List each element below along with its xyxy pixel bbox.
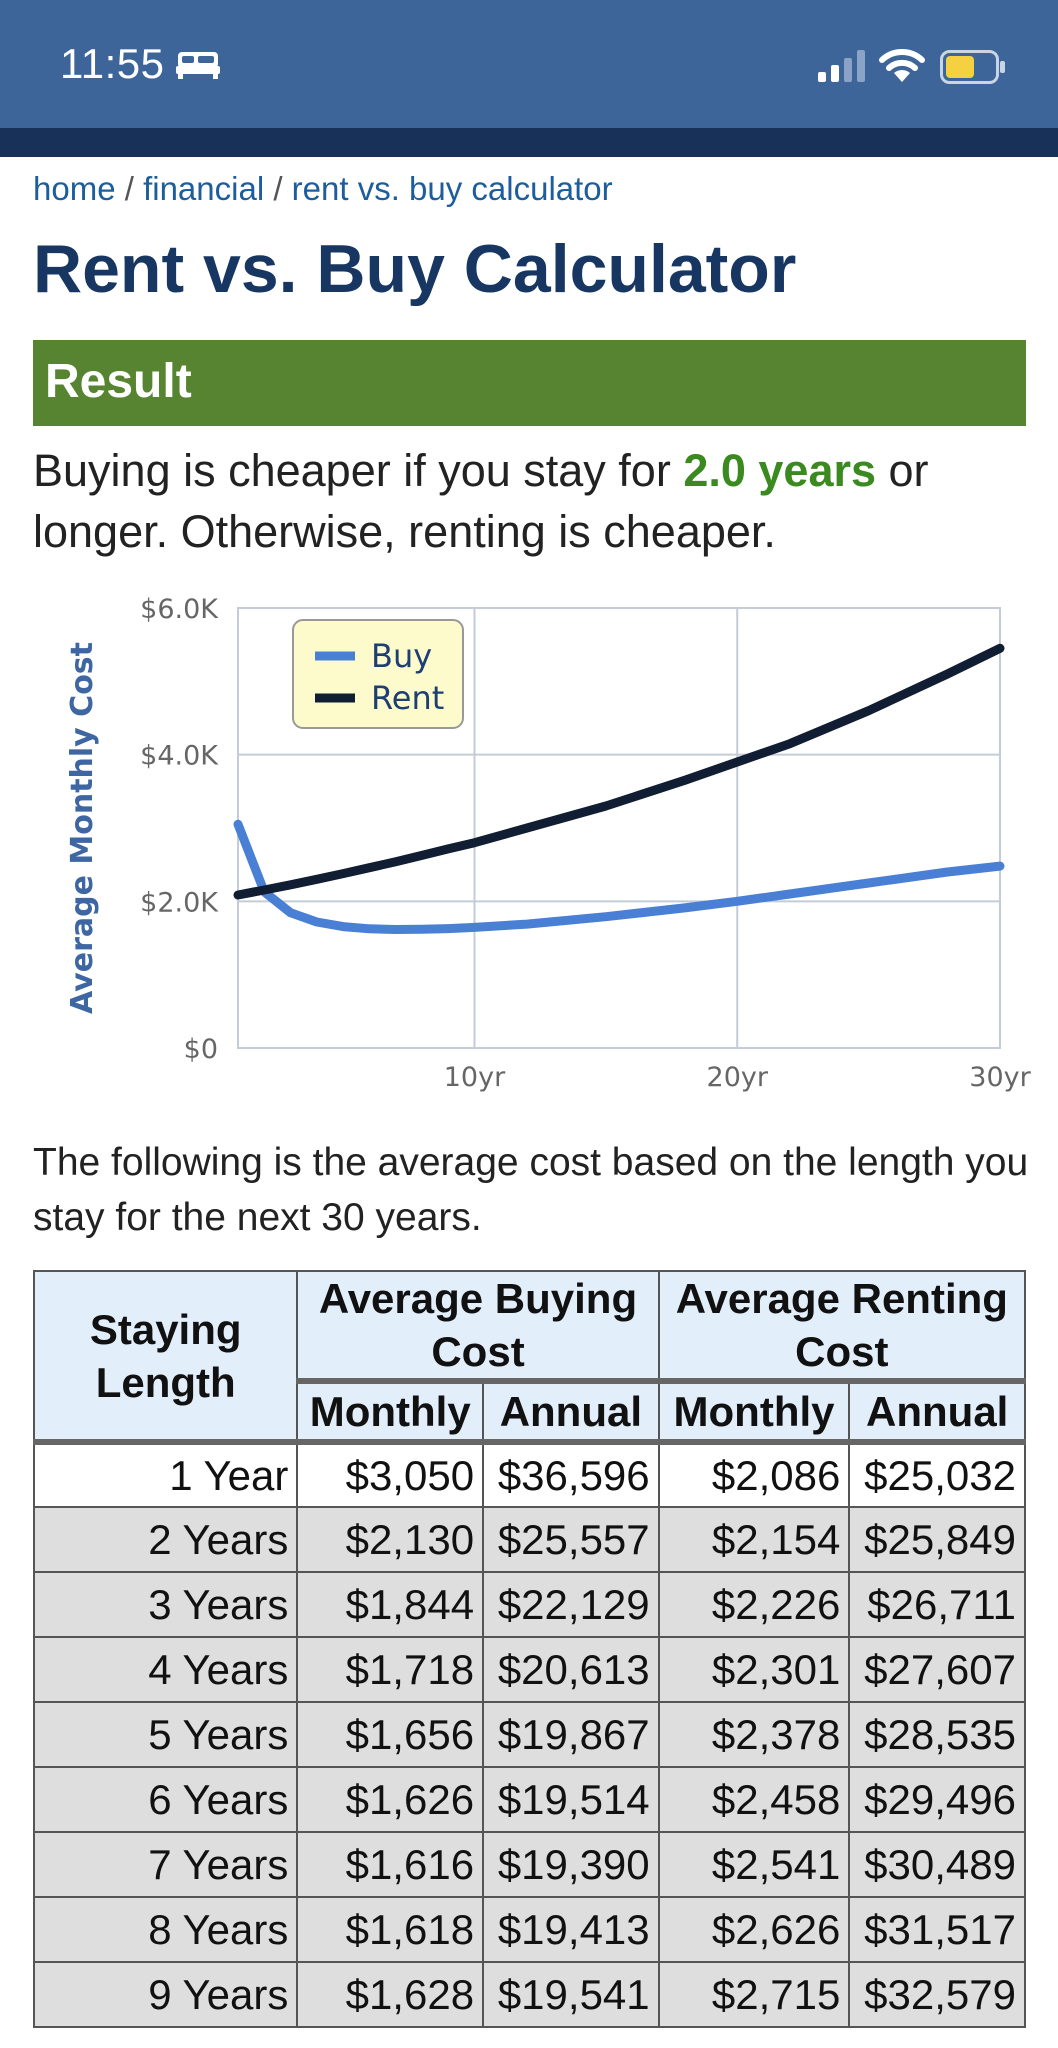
rent-annual-cell: $25,032 <box>848 1441 1026 1508</box>
table-intro: The following is the average cost based … <box>33 1141 1029 1239</box>
table-row: 2 Years $2,130 $25,557 $2,154 $25,849 <box>32 1506 1026 1573</box>
x-tick-label: 30yr <box>969 1062 1031 1093</box>
buy-annual-cell: $19,390 <box>482 1831 660 1898</box>
rent-annual-cell: $30,489 <box>848 1831 1026 1898</box>
buy-monthly-cell: $3,050 <box>296 1441 485 1508</box>
result-summary: Buying is cheaper if you stay for 2.0 ye… <box>33 440 1033 562</box>
rent-monthly-cell: $2,458 <box>657 1766 851 1833</box>
staying-length-cell: 6 Years <box>32 1766 299 1833</box>
buy-annual-cell: $19,413 <box>482 1896 660 1963</box>
buy-monthly-cell: $1,656 <box>296 1701 485 1768</box>
staying-length-cell: 4 Years <box>32 1636 299 1703</box>
buy-series-line <box>233 819 1005 934</box>
y-tick-label: $6.0K <box>140 594 219 625</box>
rent-monthly-header: Monthly <box>657 1380 851 1445</box>
y-axis-label: Average Monthly Cost <box>65 642 100 1014</box>
sleep-focus-icon <box>176 52 220 79</box>
buying-cost-header: Average Buying Cost <box>296 1270 660 1384</box>
table-row: 8 Years $1,618 $19,413 $2,626 $31,517 <box>32 1896 1026 1963</box>
buy-monthly-header: Monthly <box>296 1380 485 1445</box>
buy-annual-cell: $20,613 <box>482 1636 660 1703</box>
table-row: 3 Years $1,844 $22,129 $2,226 $26,711 <box>32 1571 1026 1638</box>
status-bar: 11:55 <box>0 0 1058 128</box>
rent-annual-cell: $25,849 <box>848 1506 1026 1573</box>
rent-monthly-cell: $2,541 <box>657 1831 851 1898</box>
page-title: Rent vs. Buy Calculator <box>33 231 797 307</box>
rent-series-line <box>233 643 1005 900</box>
table-row: 5 Years $1,656 $19,867 $2,378 $28,535 <box>32 1701 1026 1768</box>
breadcrumb-separator: / <box>273 170 283 207</box>
buy-monthly-cell: $1,618 <box>296 1896 485 1963</box>
result-text-before: Buying is cheaper if you stay for <box>33 445 684 496</box>
rent-annual-cell: $29,496 <box>848 1766 1026 1833</box>
status-time: 11:55 <box>60 40 165 87</box>
result-text-after: or longer. Otherwise, renting is cheaper… <box>33 445 929 557</box>
rent-annual-cell: $27,607 <box>848 1636 1026 1703</box>
x-tick-label: 20yr <box>707 1062 769 1093</box>
breadcrumb-financial-link[interactable]: financial <box>143 170 265 207</box>
rent-monthly-cell: $2,226 <box>657 1571 851 1638</box>
buy-annual-cell: $22,129 <box>482 1571 660 1638</box>
result-header: Result <box>33 340 1026 426</box>
buy-annual-header: Annual <box>482 1380 660 1445</box>
y-tick-label: $0 <box>184 1034 218 1065</box>
breadcrumb-current-link[interactable]: rent vs. buy calculator <box>291 170 613 207</box>
breadcrumb-separator: / <box>124 170 134 207</box>
staying-length-header: Staying Length <box>32 1270 299 1445</box>
staying-length-cell: 9 Years <box>32 1961 299 2028</box>
buy-annual-cell: $19,541 <box>482 1961 660 2028</box>
buy-monthly-cell: $1,628 <box>296 1961 485 2028</box>
rent-monthly-cell: $2,086 <box>657 1441 851 1508</box>
rent-monthly-cell: $2,301 <box>657 1636 851 1703</box>
cost-chart-svg: $0 $2.0K $4.0K $6.0K 10yr 20yr 30yr Average Mon… <box>65 594 1032 1093</box>
table-row: 6 Years $1,626 $19,514 $2,458 $29,496 <box>32 1766 1026 1833</box>
legend-rent-label: Rent <box>371 679 444 717</box>
rent-annual-cell: $28,535 <box>848 1701 1026 1768</box>
battery-icon <box>940 50 1005 84</box>
rent-annual-cell: $32,579 <box>848 1961 1026 2028</box>
wifi-icon <box>879 49 925 82</box>
renting-cost-header: Average Renting Cost <box>657 1270 1027 1384</box>
table-row: 7 Years $1,616 $19,390 $2,541 $30,489 <box>32 1831 1026 1898</box>
rent-monthly-cell: $2,154 <box>657 1506 851 1573</box>
result-highlight: 2.0 years <box>683 445 877 496</box>
rent-monthly-cell: $2,378 <box>657 1701 851 1768</box>
table-row: 4 Years $1,718 $20,613 $2,301 $27,607 <box>32 1636 1026 1703</box>
staying-length-cell: 2 Years <box>32 1506 299 1573</box>
buy-monthly-cell: $1,616 <box>296 1831 485 1898</box>
buy-annual-cell: $25,557 <box>482 1506 660 1573</box>
buy-monthly-cell: $1,844 <box>296 1571 485 1638</box>
cost-chart: $0 $2.0K $4.0K $6.0K 10yr 20yr 30yr Average Mon… <box>60 590 1040 1115</box>
buy-annual-cell: $36,596 <box>482 1441 660 1508</box>
staying-length-cell: 8 Years <box>32 1896 299 1963</box>
rent-monthly-cell: $2,626 <box>657 1896 851 1963</box>
legend-buy-label: Buy <box>371 637 432 675</box>
rent-annual-header: Annual <box>848 1380 1026 1445</box>
staying-length-cell: 3 Years <box>32 1571 299 1638</box>
buy-annual-cell: $19,514 <box>482 1766 660 1833</box>
staying-length-cell: 7 Years <box>32 1831 299 1898</box>
buy-monthly-cell: $2,130 <box>296 1506 485 1573</box>
y-tick-label: $4.0K <box>140 741 219 772</box>
cost-table: Staying Length Average Buying Cost Avera… <box>32 1270 1027 2028</box>
buy-monthly-cell: $1,718 <box>296 1636 485 1703</box>
staying-length-cell: 1 Year <box>32 1441 299 1508</box>
rent-monthly-cell: $2,715 <box>657 1961 851 2028</box>
breadcrumb: home / financial / rent vs. buy calculat… <box>33 170 613 208</box>
rent-annual-cell: $26,711 <box>848 1571 1026 1638</box>
buy-monthly-cell: $1,626 <box>296 1766 485 1833</box>
rent-annual-cell: $31,517 <box>848 1896 1026 1963</box>
header-strip <box>0 128 1058 157</box>
table-row: 9 Years $1,628 $19,541 $2,715 $32,579 <box>32 1961 1026 2028</box>
y-tick-label: $2.0K <box>140 887 219 918</box>
table-row: 1 Year $3,050 $36,596 $2,086 $25,032 <box>32 1441 1026 1508</box>
breadcrumb-home-link[interactable]: home <box>33 170 116 207</box>
buy-annual-cell: $19,867 <box>482 1701 660 1768</box>
staying-length-cell: 5 Years <box>32 1701 299 1768</box>
x-tick-label: 10yr <box>444 1062 506 1093</box>
cellular-signal-icon <box>818 50 865 82</box>
